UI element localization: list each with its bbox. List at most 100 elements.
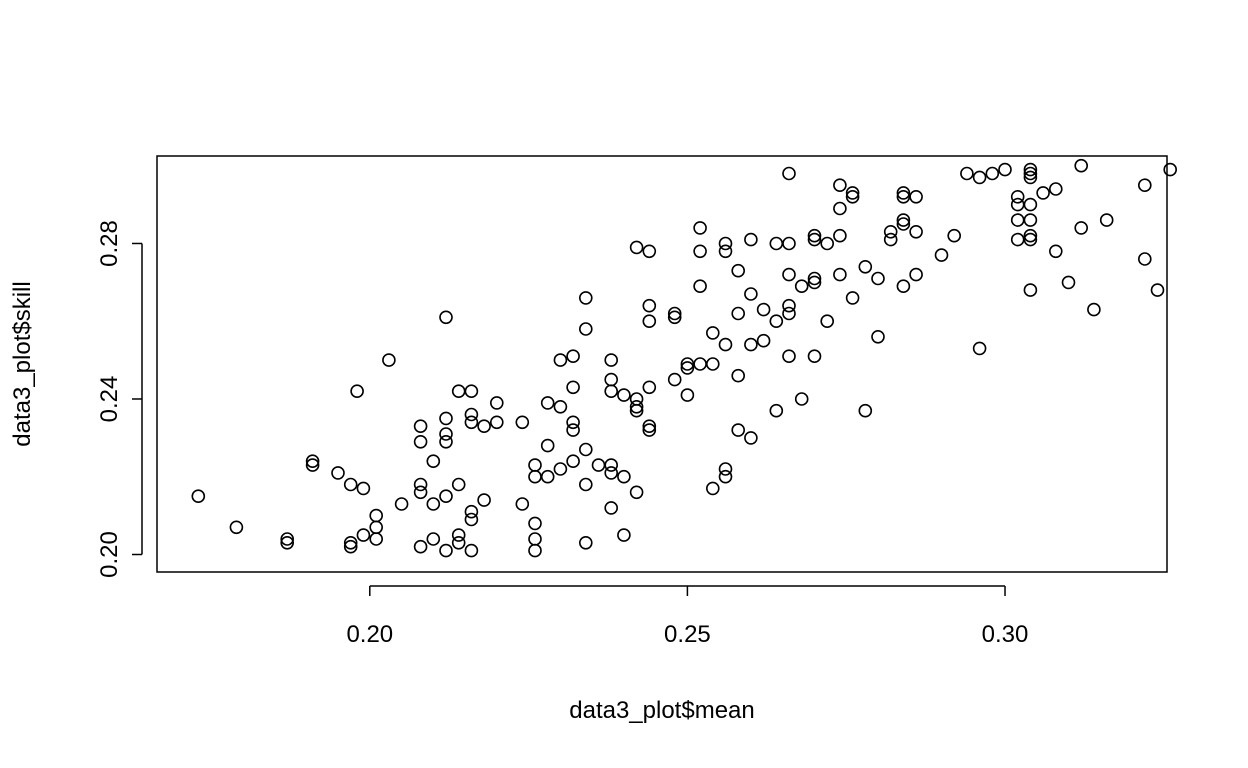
data-point-102 [705,481,720,496]
data-point-100 [705,326,720,340]
data-point-117 [756,333,771,348]
data-point-21 [413,485,428,500]
data-point-163 [998,162,1012,177]
data-point-115 [744,431,758,445]
data-point-50 [528,516,542,531]
data-point-1 [229,520,244,535]
data-point-145 [871,271,885,286]
data-point-128 [794,392,809,406]
data-point-134 [820,236,835,251]
data-point-59 [566,349,580,364]
x-axis-label: data3_plot$mean [569,697,754,724]
data-point-2 [280,532,295,546]
data-point-169 [1023,166,1038,181]
data-point-44 [489,396,504,410]
data-point-71 [604,372,619,387]
data-point-56 [553,353,568,367]
data-point-12 [356,528,371,542]
data-point-185 [1138,252,1152,266]
data-point-177 [1049,182,1063,196]
data-point-108 [731,263,746,278]
data-point-49 [528,469,542,484]
data-point-19 [413,434,428,449]
data-point-38 [464,415,479,430]
data-point-160 [972,170,987,185]
data-point-63 [566,454,580,469]
data-point-125 [782,306,796,321]
data-point-97 [693,244,707,259]
data-point-57 [553,399,568,414]
data-point-153 [896,279,911,294]
data-point-43 [477,493,491,507]
data-point-37 [464,407,479,422]
data-point-127 [794,279,809,294]
data-point-25 [426,532,441,546]
data-point-157 [934,248,949,262]
data-point-147 [883,225,898,239]
data-point-58 [553,462,568,476]
data-point-166 [1010,213,1025,227]
data-point-17 [394,497,409,511]
data-point-123 [782,267,796,282]
data-point-6 [331,466,345,480]
data-point-144 [858,403,873,418]
data-point-146 [871,329,885,344]
data-point-167 [1010,232,1025,247]
data-point-120 [769,403,784,418]
data-point-141 [845,190,860,204]
data-point-168 [1023,162,1038,177]
data-point-86 [642,314,657,329]
data-point-181 [1074,221,1088,235]
data-point-179 [1061,275,1076,290]
data-point-159 [960,166,974,181]
data-point-171 [1023,197,1038,212]
data-point-139 [833,267,847,282]
data-point-32 [451,384,466,399]
data-point-101 [705,357,720,371]
data-point-105 [718,337,733,352]
data-point-18 [413,419,428,434]
data-point-54 [540,438,555,453]
data-point-85 [642,298,657,313]
data-point-119 [769,314,784,329]
data-point-73 [604,458,619,472]
data-point-92 [667,372,682,387]
data-point-33 [451,477,466,492]
data-point-165 [1010,197,1025,212]
data-point-66 [578,442,593,457]
data-point-52 [528,543,542,558]
data-point-156 [909,267,923,282]
data-point-65 [578,322,593,336]
data-point-69 [591,458,606,472]
data-point-180 [1074,158,1088,173]
data-point-94 [680,361,695,375]
data-point-162 [985,166,1000,181]
data-point-14 [369,520,384,535]
data-point-11 [356,481,371,496]
data-point-132 [807,275,822,290]
x-axis: 0.20 0.25 0.30 [346,585,1028,648]
data-point-26 [439,310,453,325]
data-point-47 [515,497,530,511]
data-point-36 [464,384,479,399]
data-point-20 [413,477,428,492]
data-point-70 [604,353,619,367]
data-point-75 [604,501,619,515]
data-point-107 [718,469,733,484]
data-point-31 [439,543,453,558]
data-point-121 [782,166,796,181]
data-point-187 [1163,162,1177,177]
data-point-35 [451,535,466,550]
data-point-88 [642,419,657,434]
data-point-104 [718,244,733,259]
data-point-130 [807,232,822,247]
data-point-13 [369,508,384,523]
data-point-151 [896,213,911,227]
data-point-27 [439,411,453,426]
data-point-148 [883,232,898,247]
data-point-184 [1138,178,1152,192]
data-point-126 [782,349,796,364]
data-point-3 [280,535,295,550]
data-point-84 [642,244,657,259]
data-point-46 [515,415,530,430]
